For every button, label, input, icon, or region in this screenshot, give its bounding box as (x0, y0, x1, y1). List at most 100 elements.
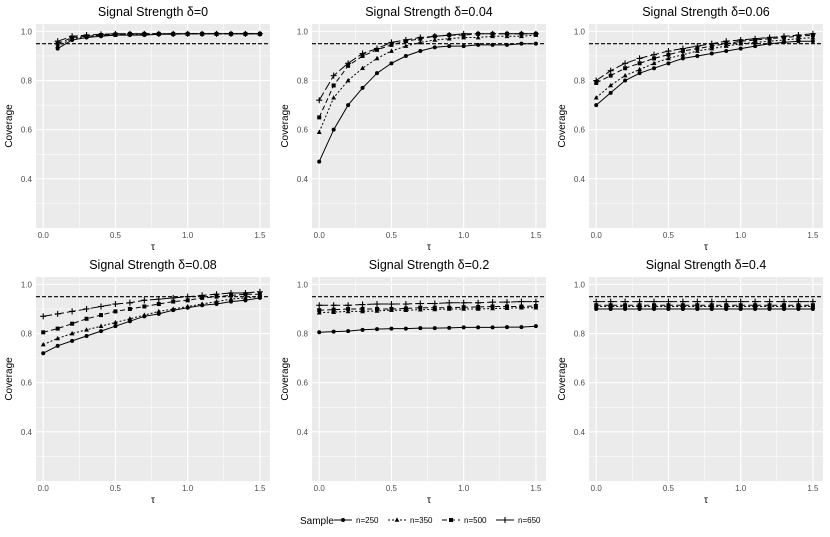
legend: Sample n=250 n=350 n=500 n=650 (300, 516, 541, 527)
data-point (652, 303, 656, 308)
series-line (318, 43, 536, 162)
panel-4: 0.0 0.5 1.0 1.5 0.4 0.6 0.8 1.0 Signal Strength … (4, 258, 270, 506)
data-point (156, 308, 162, 314)
data-point (432, 37, 438, 42)
x-tick-label: 0.0 (38, 484, 50, 493)
y-tick-label: 1.0 (21, 280, 33, 289)
data-point (651, 298, 657, 305)
x-tick-label: 1.5 (254, 484, 266, 493)
data-point (432, 45, 437, 50)
data-point (55, 43, 61, 48)
data-point (346, 329, 351, 334)
data-point (199, 301, 205, 306)
series-line (43, 296, 260, 346)
y-tick-label: 0.4 (574, 175, 586, 184)
data-point (242, 30, 249, 37)
data-point (781, 37, 787, 42)
data-point (781, 298, 787, 305)
x-tick-label: 0.5 (663, 231, 675, 240)
legend-label: n=500 (464, 516, 487, 525)
data-point (519, 325, 524, 330)
data-point (40, 313, 47, 320)
data-point (637, 61, 642, 66)
legend-key-marker (394, 517, 400, 522)
series-n=350 (40, 294, 263, 347)
data-point (767, 38, 772, 44)
data-point (753, 44, 758, 49)
data-point (346, 103, 351, 108)
legend-key-marker (502, 517, 508, 523)
data-point (795, 32, 802, 39)
data-point (213, 30, 220, 37)
data-point (389, 48, 394, 53)
series-line (43, 291, 260, 317)
data-point (375, 306, 379, 311)
data-point (84, 316, 89, 321)
data-point (461, 44, 466, 49)
data-point (388, 301, 395, 308)
gridlines (36, 24, 270, 228)
data-point (41, 330, 46, 335)
data-point (475, 34, 481, 40)
panel-background (36, 277, 270, 481)
data-point (651, 60, 657, 66)
data-point (431, 300, 438, 307)
legend-item-n=350: n=350 (388, 516, 433, 525)
data-point (417, 34, 424, 41)
data-point (461, 325, 466, 330)
data-point (69, 308, 76, 315)
data-point (461, 34, 467, 40)
y-axis-label: Coverage (4, 357, 15, 401)
x-tick-label: 0.5 (386, 484, 398, 493)
data-point (243, 295, 248, 300)
data-point (54, 310, 61, 317)
data-point (375, 71, 379, 76)
legend-key-marker (341, 518, 345, 522)
series-n=500 (317, 304, 538, 313)
x-tick-label: 1.5 (530, 231, 542, 240)
data-point (99, 329, 103, 334)
x-tick-label: 1.5 (254, 231, 266, 240)
data-point (199, 30, 206, 37)
y-axis-label: Coverage (557, 104, 568, 148)
data-point (795, 298, 802, 305)
data-point (680, 52, 686, 57)
series-n=650 (54, 30, 263, 45)
data-point (184, 30, 191, 37)
y-tick-label: 0.8 (297, 330, 309, 339)
data-point (810, 39, 815, 44)
data-point (141, 297, 148, 304)
data-point (724, 303, 729, 308)
data-point (694, 48, 700, 53)
data-point (417, 300, 424, 307)
data-point (331, 95, 337, 100)
panel-title: Signal Strength δ=0.08 (89, 258, 217, 272)
data-point (360, 306, 365, 311)
data-point (637, 66, 642, 72)
data-point (695, 53, 700, 58)
data-point (738, 303, 743, 308)
data-point (461, 305, 466, 310)
data-point (256, 30, 263, 37)
x-tick-label: 0.0 (314, 231, 326, 240)
data-point (505, 304, 509, 309)
data-point (724, 49, 729, 54)
data-point (83, 32, 90, 39)
data-point (475, 299, 482, 306)
data-point (446, 32, 453, 39)
y-tick-label: 0.8 (21, 330, 33, 339)
data-point (374, 55, 380, 61)
data-point (476, 325, 481, 330)
series-n=650 (40, 288, 263, 320)
panel-title: Signal Strength δ=0.04 (365, 5, 493, 19)
x-tick-label: 1.0 (735, 231, 747, 240)
data-point (489, 299, 496, 306)
series-n=650 (316, 30, 539, 104)
data-point (113, 324, 118, 329)
data-point (55, 343, 60, 348)
data-point (679, 45, 686, 52)
data-point (594, 103, 599, 108)
data-point (316, 302, 323, 309)
series-n=500 (594, 303, 815, 308)
data-point (388, 39, 395, 46)
